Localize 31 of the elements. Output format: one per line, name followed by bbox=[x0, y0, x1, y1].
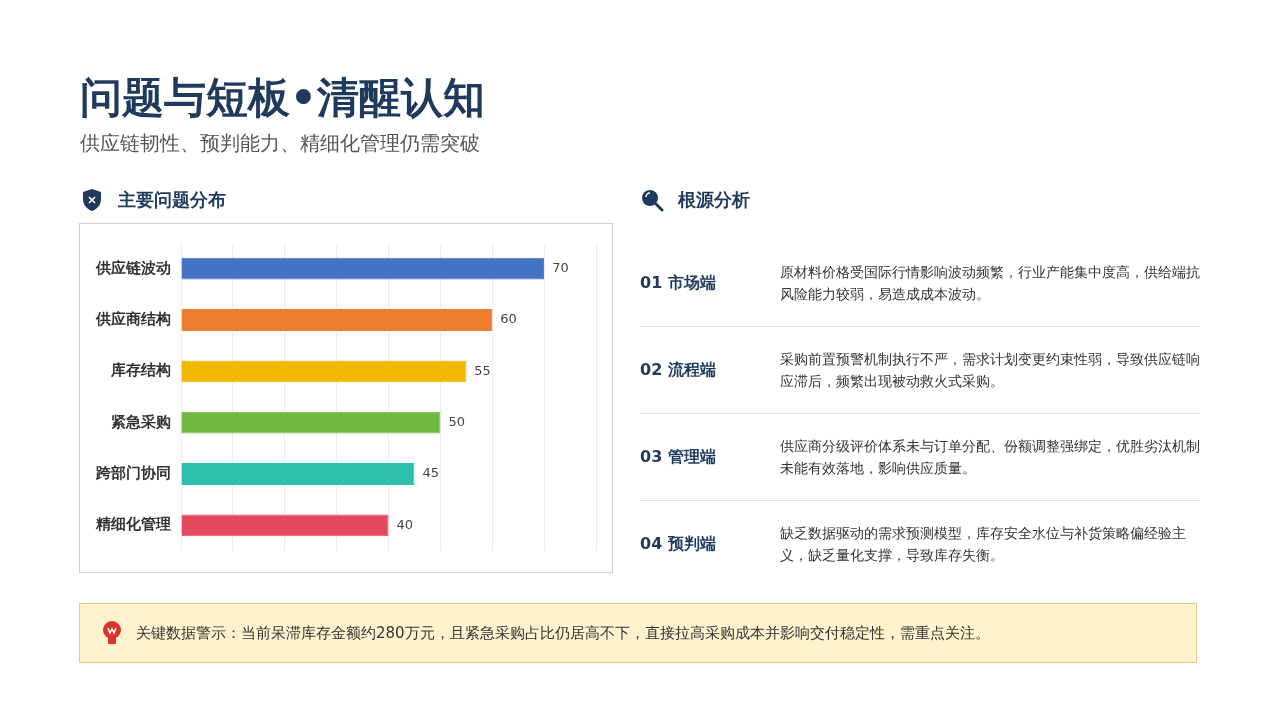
text: 主要问题分布 bbox=[118, 188, 226, 212]
text: 缺乏数据驱动的需求预测模型，库存安全水位与补货策略偏经验主义，缺乏量化支撑，导致库存失衡。 bbox=[780, 524, 1187, 565]
y-tick-label: 供应链波动 bbox=[95, 258, 171, 277]
text: 采购前置预警机制执行不严，需求计划变更约束性弱，导致供应链响应滞后，频繁出现被动救火式采购。 bbox=[780, 350, 1200, 391]
text: 04 预判端 bbox=[640, 533, 717, 555]
bar bbox=[181, 309, 493, 331]
y-tick-label: 精细化管理 bbox=[95, 515, 171, 534]
chart-subtitle: 供应链韧性、预判能力、精细化管理仍需突破 bbox=[80, 130, 480, 157]
text: 关键数据警示：当前呆滞库存金额约280万元，且紧急采购占比仍居高不下，直接拉高采购成本并影响交付稳定性，需重点关注。 bbox=[136, 623, 990, 643]
data-label: 50 bbox=[448, 414, 465, 430]
text: 02 流程端 bbox=[640, 359, 717, 381]
bar bbox=[181, 411, 441, 434]
data-label: 70 bbox=[552, 260, 569, 276]
text: 01 市场端 bbox=[640, 272, 717, 294]
data-label: 60 bbox=[500, 311, 517, 327]
chart-title: 问题与短板•清醒认知 bbox=[80, 72, 485, 124]
text: 根源分析 bbox=[678, 188, 750, 212]
data-label: 55 bbox=[474, 362, 491, 378]
data-label: 40 bbox=[396, 516, 414, 532]
y-tick-label: 库存结构 bbox=[110, 361, 171, 380]
bar bbox=[181, 257, 545, 280]
bar bbox=[181, 360, 467, 383]
text: 03 管理端 bbox=[640, 446, 717, 468]
text: 供应商分级评价体系未与订单分配、份额调整强绑定，优胜劣汰机制未能有效落地，影响供应质量。 bbox=[780, 437, 1200, 478]
text: 原材料价格受国际行情影响波动频繁，行业产能集中度高，供给端抗风险能力较弱，易造成成本波动。 bbox=[780, 263, 1200, 304]
y-tick-label: 供应商结构 bbox=[95, 309, 171, 328]
bar bbox=[181, 514, 389, 537]
y-tick-label: 紧急采购 bbox=[111, 412, 171, 431]
y-tick-label: 跨部门协同 bbox=[95, 463, 171, 482]
bar bbox=[181, 463, 415, 485]
data-label: 45 bbox=[422, 465, 439, 481]
